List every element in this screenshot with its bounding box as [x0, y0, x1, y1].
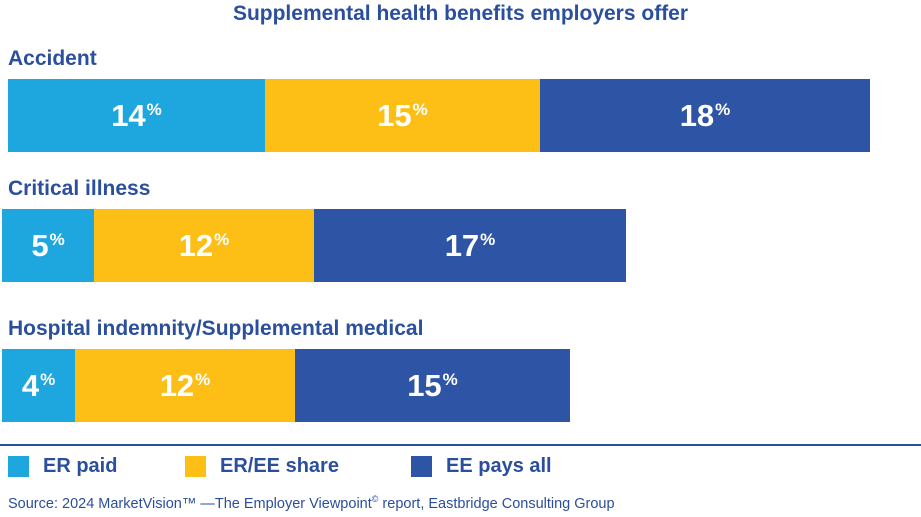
percent-sign: % [715, 99, 731, 119]
bar-segment-ee-pays-all: 18% [540, 79, 870, 152]
data-label: 12 [178, 227, 214, 263]
source-copyright-mark: © [371, 494, 379, 504]
data-label: 14 [111, 97, 146, 133]
data-label: 12 [159, 367, 195, 403]
bar-segment-er-paid: 14% [8, 79, 265, 152]
category-label-hospital-indemnity: Hospital indemnity/Supplemental medical [8, 317, 424, 340]
percent-sign: % [49, 229, 65, 249]
percent-sign: % [40, 369, 56, 389]
legend-divider [0, 444, 921, 446]
source-note: Source: 2024 MarketVision™ —The Employer… [8, 494, 615, 512]
data-label: 5 [31, 227, 49, 263]
legend-item-er-ee-share: ER/EE share [185, 455, 339, 478]
legend: ER paid ER/EE share EE pays all [0, 455, 921, 485]
bar-segment-ee-pays-all: 17% [314, 209, 626, 282]
bar-segment-ee-pays-all: 15% [295, 349, 570, 422]
category-label-accident: Accident [8, 47, 97, 70]
source-text-before: Source: 2024 MarketVision™ —The Employer… [8, 495, 372, 512]
bar-row-critical-illness: 5% 12% 17% [2, 209, 626, 282]
bar-segment-er-ee-share: 12% [75, 349, 295, 422]
legend-item-ee-pays-all: EE pays all [411, 455, 552, 478]
category-label-critical-illness: Critical illness [8, 177, 151, 200]
legend-label-er-ee-share: ER/EE share [220, 455, 339, 477]
legend-swatch-er-ee-share [185, 456, 206, 477]
data-label: 15 [377, 97, 412, 133]
percent-sign: % [412, 99, 428, 119]
bar-segment-er-ee-share: 15% [265, 79, 540, 152]
percent-sign: % [146, 99, 162, 119]
data-label: 18 [679, 97, 715, 133]
percent-sign: % [195, 369, 211, 389]
legend-swatch-er-paid [8, 456, 29, 477]
legend-label-ee-pays-all: EE pays all [446, 455, 552, 477]
data-label: 4 [21, 367, 40, 403]
source-text-after: report, Eastbridge Consulting Group [378, 495, 615, 512]
percent-sign: % [442, 369, 458, 389]
data-label: 15 [407, 367, 442, 403]
percent-sign: % [214, 229, 230, 249]
bar-segment-er-paid: 5% [2, 209, 94, 282]
legend-label-er-paid: ER paid [43, 455, 118, 477]
bar-segment-er-ee-share: 12% [94, 209, 314, 282]
bar-row-accident: 14% 15% 18% [8, 79, 870, 152]
bar-segment-er-paid: 4% [2, 349, 75, 422]
legend-item-er-paid: ER paid [8, 455, 117, 478]
data-label: 17 [444, 227, 480, 263]
percent-sign: % [480, 229, 496, 249]
bar-row-hospital-indemnity: 4% 12% 15% [2, 349, 570, 422]
legend-swatch-ee-pays-all [411, 456, 432, 477]
chart-title: Supplemental health benefits employers o… [232, 2, 689, 25]
